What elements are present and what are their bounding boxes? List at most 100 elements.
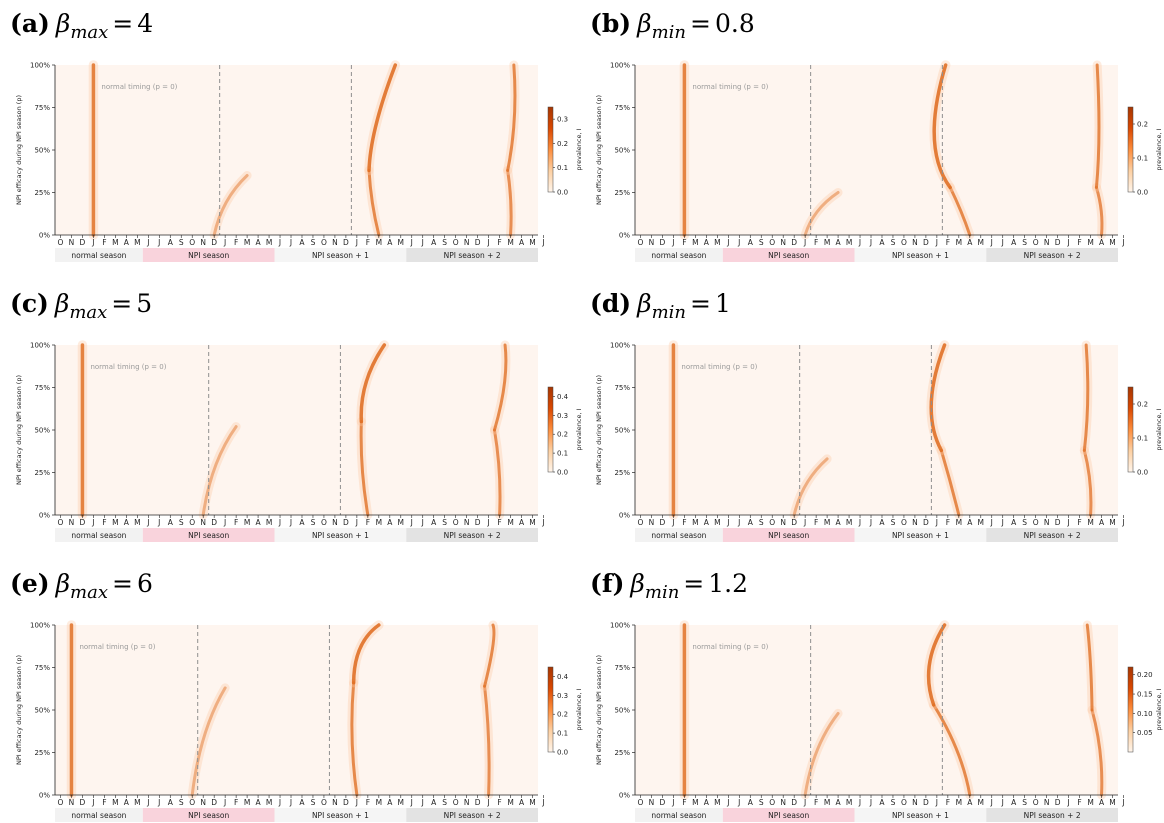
month-label: A <box>879 518 885 527</box>
npi-season-wave <box>803 711 840 797</box>
colorbar-tick-label: 0.4 <box>557 393 569 401</box>
y-axis-label: NPI efficacy during NPI season (p) <box>595 95 603 205</box>
month-label: A <box>1099 798 1105 807</box>
equals-sign: = <box>690 9 711 38</box>
npi-season-wave <box>803 191 840 237</box>
month-label: A <box>387 238 393 247</box>
month-label: A <box>299 238 305 247</box>
month-label: D <box>791 238 797 247</box>
month-label: A <box>519 798 525 807</box>
month-label: O <box>1033 518 1039 527</box>
season-bar <box>635 808 723 822</box>
month-label: M <box>1109 518 1115 527</box>
npi-plus1-high-branch <box>351 623 381 685</box>
month-label: A <box>748 518 754 527</box>
y-axis-label: NPI efficacy during NPI season (p) <box>15 655 23 765</box>
month-label: O <box>1033 798 1039 807</box>
month-label: D <box>791 798 797 807</box>
month-label: N <box>912 518 918 527</box>
month-label: D <box>343 798 349 807</box>
month-label: A <box>879 238 885 247</box>
month-label: M <box>978 238 984 247</box>
month-label: M <box>529 238 535 247</box>
season-bar <box>142 808 275 822</box>
beta-subscript: min <box>645 582 679 603</box>
month-label: J <box>1121 798 1124 807</box>
y-tick-label: 25% <box>34 749 50 757</box>
season-bar <box>635 248 723 262</box>
season-label: NPI season + 1 <box>312 251 369 260</box>
month-label: M <box>692 798 698 807</box>
month-label: O <box>901 518 907 527</box>
month-label: S <box>311 518 316 527</box>
npi-plus2-low-branch <box>492 428 502 517</box>
month-label: F <box>682 238 686 247</box>
month-label: A <box>1099 518 1105 527</box>
month-label: S <box>759 798 764 807</box>
month-label: M <box>1087 518 1093 527</box>
season-label: NPI season + 1 <box>892 251 949 260</box>
season-bar <box>854 528 987 542</box>
npi-plus1-low-branch <box>359 420 370 517</box>
colorbar <box>1127 386 1134 473</box>
month-label: D <box>80 518 86 527</box>
month-label: M <box>112 518 118 527</box>
colorbar-label: prevalence, I <box>575 128 583 170</box>
month-label: M <box>112 238 118 247</box>
month-label: J <box>726 238 729 247</box>
colorbar-tick-label: 0.10 <box>1137 710 1153 718</box>
y-tick-label: 100% <box>610 342 630 350</box>
month-label: M <box>714 518 720 527</box>
month-label: J <box>671 518 674 527</box>
season-label: NPI season + 2 <box>444 531 501 540</box>
y-axis-label: NPI efficacy during NPI season (p) <box>595 655 603 765</box>
season-bar <box>274 528 407 542</box>
npi-plus2-high-branch <box>506 63 517 172</box>
equals-sign: = <box>683 569 704 598</box>
month-label: A <box>836 238 842 247</box>
y-tick-label: 50% <box>34 427 50 435</box>
month-label: F <box>366 238 370 247</box>
month-label: M <box>266 518 272 527</box>
colorbar-tick-label: 0.1 <box>557 450 568 458</box>
month-label: S <box>1022 798 1027 807</box>
month-label: D <box>660 798 666 807</box>
month-label: D <box>660 518 666 527</box>
month-label: J <box>486 518 489 527</box>
month-label: M <box>978 798 984 807</box>
colorbar-label: prevalence, I <box>1155 688 1163 730</box>
colorbar-tick-label: 0.4 <box>557 673 569 681</box>
colorbar-tick-label: 0.2 <box>557 431 568 439</box>
season-bar <box>274 808 407 822</box>
panel-label: (f) <box>590 569 624 598</box>
param-value: 6 <box>137 569 153 598</box>
month-label: J <box>1066 518 1069 527</box>
colorbar-tick-label: 0.2 <box>557 711 568 719</box>
month-label: M <box>266 238 272 247</box>
month-label: J <box>1001 518 1004 527</box>
month-label: D <box>923 518 929 527</box>
colorbar-tick-label: 0.05 <box>1137 729 1153 737</box>
month-label: A <box>748 798 754 807</box>
month-label: M <box>398 238 404 247</box>
season-bar <box>722 808 855 822</box>
month-label: A <box>387 798 393 807</box>
month-label: F <box>102 798 106 807</box>
chart-panel-f: (f) βmin = 1.2 normal timing (p = 0) 0% 25% 50%… <box>590 569 1163 822</box>
month-label: N <box>464 238 470 247</box>
month-label: J <box>935 238 938 247</box>
month-label: J <box>289 238 292 247</box>
season-label: NPI season <box>188 811 229 820</box>
month-label: S <box>179 518 184 527</box>
month-label: A <box>168 238 174 247</box>
colorbar <box>547 106 554 193</box>
y-tick-label: 50% <box>34 147 50 155</box>
month-label: J <box>223 518 226 527</box>
month-label: S <box>442 518 447 527</box>
month-label: J <box>91 238 94 247</box>
month-label: M <box>824 518 830 527</box>
y-tick-label: 50% <box>614 427 630 435</box>
month-label: J <box>935 798 938 807</box>
month-label: M <box>846 798 852 807</box>
month-label: M <box>956 518 962 527</box>
